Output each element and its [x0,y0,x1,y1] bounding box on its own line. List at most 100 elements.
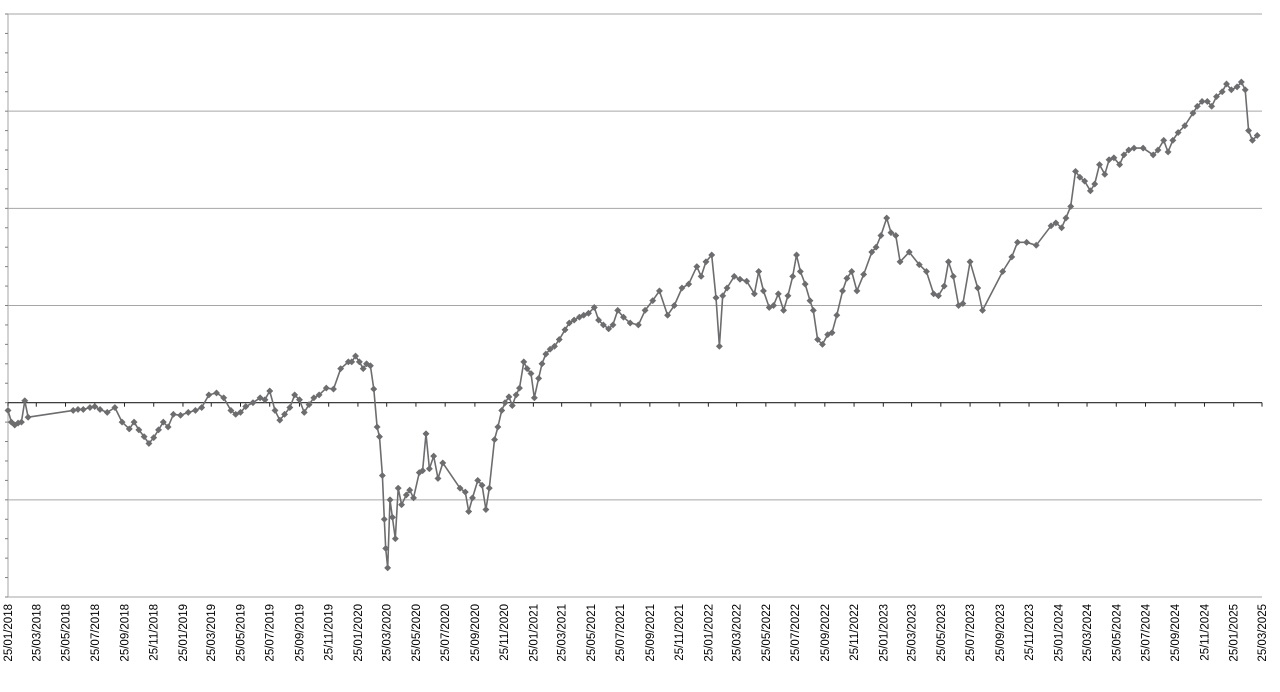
data-point [736,275,744,283]
data-point [930,290,938,298]
data-point [801,280,809,288]
data-point [130,418,138,426]
data-point [780,306,788,314]
data-point [177,411,185,419]
data-point [422,430,430,438]
x-tick-label: 25/05/2022 [761,604,773,662]
x-tick-label: 25/01/2021 [528,604,540,662]
data-point [1193,102,1201,110]
data-point [430,452,438,460]
data-point [402,491,410,499]
data-point [641,306,649,314]
data-point [74,405,82,414]
data-point [281,410,289,418]
data-point [485,484,493,492]
data-point [17,418,25,426]
data-point [1233,83,1241,91]
data-point [614,306,622,314]
data-point [806,297,814,305]
data-point [1245,127,1253,135]
x-tick-label: 25/05/2021 [586,604,598,662]
data-point [1008,253,1016,261]
data-point [227,406,235,414]
data-point [439,459,447,467]
data-point [96,405,104,414]
x-tick-label: 25/09/2018 [119,604,131,662]
data-point [505,393,513,401]
x-tick-label: 25/09/2020 [470,604,482,662]
data-point [1110,154,1118,162]
data-point [140,433,148,441]
data-point [1062,214,1070,222]
data-point [205,391,213,399]
data-point [397,501,406,509]
x-tick-label: 25/01/2020 [353,604,365,662]
data-point [523,365,531,373]
data-point [743,277,751,285]
x-tick-label: 25/05/2019 [235,604,247,662]
data-point [164,423,172,431]
data-point [1013,238,1022,246]
data-point [555,335,563,344]
data-point [370,385,378,393]
x-tick-label: 25/07/2018 [90,604,102,662]
data-point [406,486,414,494]
data-point [759,287,768,295]
data-point [286,403,294,412]
x-tick-label: 25/11/2023 [1024,604,1036,661]
data-point [1154,146,1162,154]
data-point [561,326,569,334]
data-point [355,358,363,366]
data-point [494,423,502,431]
data-point [1120,151,1128,159]
x-tick-label: 25/07/2019 [265,604,277,662]
data-point [271,406,279,414]
data-point [1218,88,1226,96]
data-point [79,405,87,414]
data-point [498,406,506,414]
data-point [670,301,678,310]
data-point [1139,144,1147,152]
data-point [490,436,499,444]
data-point [366,362,374,370]
data-point [678,284,686,292]
data-point [474,476,482,484]
data-point [375,433,384,441]
data-point [1222,80,1231,88]
data-point [818,340,826,348]
data-point [655,287,664,295]
data-point [409,494,418,502]
data-point [1125,146,1133,154]
data-point [378,471,386,480]
data-point [337,365,345,373]
data-point [626,319,634,327]
data-point [261,396,269,404]
data-point [373,423,381,431]
x-tick-label: 25/01/2023 [878,604,890,662]
data-point [887,229,895,237]
data-point [515,384,524,392]
data-point [940,282,948,290]
data-point [329,385,338,393]
data-point [461,488,469,496]
data-point [388,513,396,521]
x-tick-label: 25/03/2025 [1257,604,1269,662]
series-layer [4,78,1261,572]
data-point [685,280,693,288]
data-point [351,352,360,360]
data-point [974,284,982,292]
data-point [868,248,876,256]
data-point [853,287,861,295]
data-point [723,284,731,292]
data-point [915,261,923,269]
data-point [814,335,822,344]
data-point [1071,167,1080,175]
x-tick-label: 25/01/2019 [178,604,190,662]
data-point [792,251,801,259]
data-point [784,292,792,300]
data-point [774,290,782,298]
data-point [103,408,111,416]
x-tick-label: 25/09/2019 [294,604,306,662]
data-point [425,465,433,473]
